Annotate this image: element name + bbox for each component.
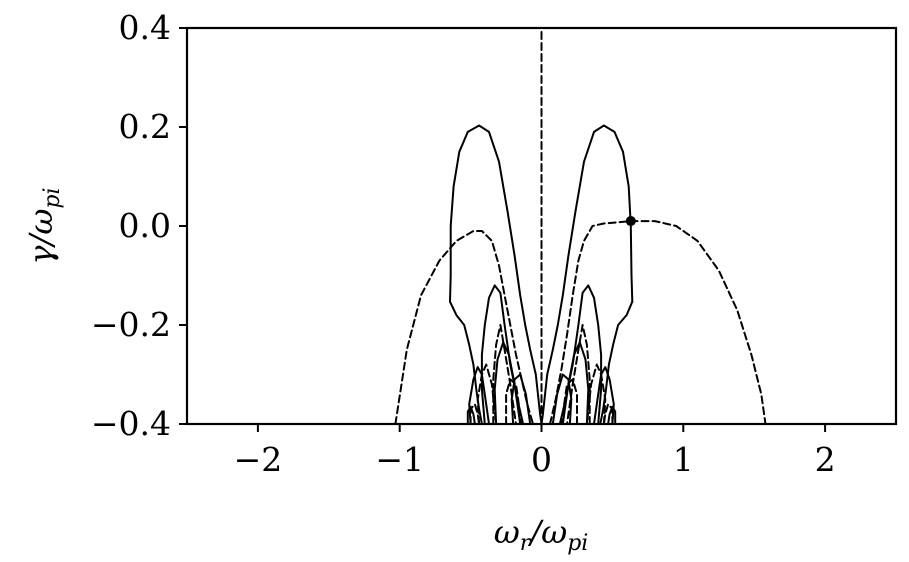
dashed-curve-23 (469, 403, 481, 425)
solid-curve-2 (449, 300, 483, 425)
y-tick-label: −0.2 (91, 305, 171, 344)
solid-curve-3 (599, 300, 634, 425)
solid-curve-9 (593, 366, 615, 425)
x-tick-label: −2 (234, 440, 283, 479)
solid-curve-1 (540, 124, 634, 425)
x-axis-label: ωr/ωpi (494, 513, 589, 556)
chart-curves (394, 27, 767, 425)
dashed-curve-22 (560, 378, 578, 425)
solid-curve-8 (468, 366, 490, 425)
solid-curve-7 (561, 341, 590, 425)
dashed-curve-17 (492, 324, 517, 425)
solid-curve-0 (449, 124, 543, 425)
dashed-curve-15 (394, 230, 534, 425)
y-tick-label: 0.0 (119, 206, 171, 245)
dashed-curve-16 (549, 220, 767, 425)
solid-curve-13 (607, 405, 617, 425)
y-axis-label: γ/ωpi (22, 187, 65, 264)
y-tick-label: −0.4 (91, 404, 171, 443)
plot-frame (185, 26, 898, 426)
y-tick-label: 0.2 (119, 107, 171, 146)
marker-point (625, 216, 636, 227)
x-tick-label: −1 (375, 440, 424, 479)
axis-ticks: −2 −1 0 1 2 −0.4 −0.2 0.0 0.2 0.4 (91, 8, 836, 479)
solid-curve-12 (466, 405, 476, 425)
x-tick-label: 1 (673, 440, 694, 479)
dashed-curve-21 (505, 378, 523, 425)
dashed-curve-20 (585, 363, 607, 425)
marker-layer (625, 216, 636, 227)
dashed-curve-24 (602, 403, 614, 425)
dashed-curve-18 (566, 324, 591, 425)
x-tick-label: 0 (531, 440, 552, 479)
dashed-curve-19 (476, 363, 498, 425)
y-tick-label: 0.4 (119, 8, 171, 47)
x-tick-label: 2 (815, 440, 836, 479)
